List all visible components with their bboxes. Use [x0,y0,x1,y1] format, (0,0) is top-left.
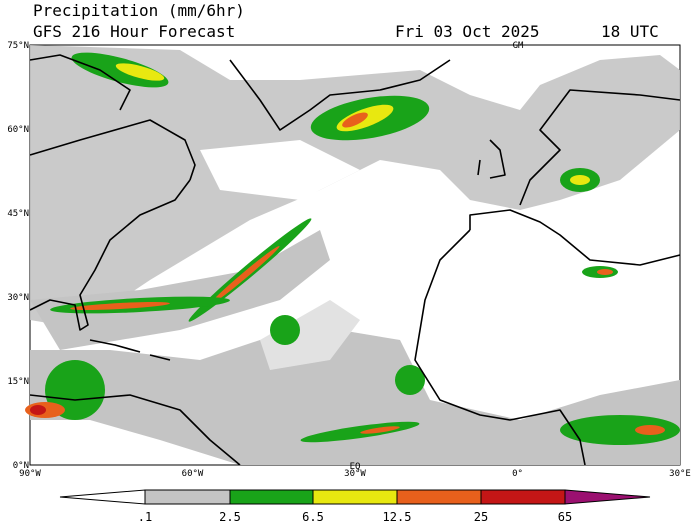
time: 18 UTC [601,22,659,41]
lon-label: 0° [512,469,523,479]
colorbar-label: 65 [558,510,572,524]
marker-label: GM [513,41,524,51]
lon-label: 30°W [344,469,366,479]
marker-label: EQ [350,462,361,472]
lat-label: 15°N [7,377,29,387]
heavy-precip [25,52,680,445]
lat-label: 45°N [7,209,29,219]
light-precip [30,45,680,465]
coastlines [29,54,681,466]
lat-label: 0°N [13,461,29,471]
colorbar-label: 12.5 [383,510,412,524]
lat-label: 75°N [7,41,29,51]
lat-label: 30°N [7,293,29,303]
colorbar-label: .1 [138,510,152,524]
lon-label: 30°E [669,469,691,479]
lon-label: 90°W [19,469,41,479]
map [25,44,681,466]
colorbar-label: 2.5 [219,510,241,524]
lon-label: 60°W [182,469,204,479]
colorbar-label: 6.5 [302,510,324,524]
colorbar [59,489,651,505]
date: Fri 03 Oct 2025 [395,22,540,41]
lat-label: 60°N [7,125,29,135]
title: Precipitation (mm/6hr) [33,1,245,20]
subtitle: GFS 216 Hour Forecast [33,22,235,41]
colorbar-label: 25 [474,510,488,524]
